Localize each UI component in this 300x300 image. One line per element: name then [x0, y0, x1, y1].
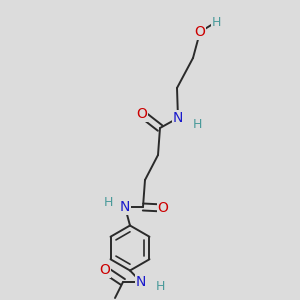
Text: N: N [173, 111, 183, 125]
Text: H: H [155, 280, 165, 292]
Text: O: O [195, 25, 206, 39]
Text: H: H [211, 16, 221, 28]
Text: O: O [158, 201, 168, 215]
Text: N: N [120, 200, 130, 214]
Text: N: N [136, 275, 146, 289]
Text: H: H [192, 118, 202, 130]
Text: O: O [136, 107, 147, 121]
Text: O: O [100, 263, 110, 277]
Text: H: H [103, 196, 113, 208]
